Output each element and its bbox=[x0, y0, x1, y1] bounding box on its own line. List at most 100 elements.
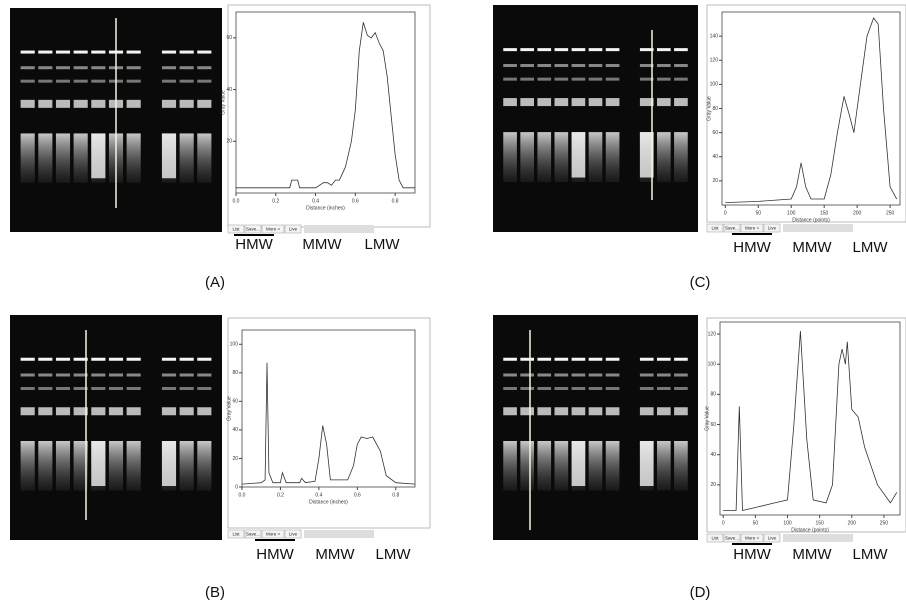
gel-band bbox=[674, 387, 688, 390]
gel-band bbox=[520, 357, 534, 361]
profile-line bbox=[723, 330, 898, 512]
gel-band bbox=[520, 373, 534, 377]
profile-line bbox=[241, 362, 416, 485]
gel-smear bbox=[91, 441, 106, 486]
gel-band bbox=[674, 77, 688, 81]
toolbar-button bbox=[227, 529, 245, 539]
gel-band bbox=[503, 77, 517, 81]
toolbar-label: Live bbox=[289, 532, 298, 537]
gel-band bbox=[91, 66, 106, 70]
gel-smear bbox=[657, 132, 671, 183]
gel-band bbox=[503, 387, 517, 390]
gel-band bbox=[588, 77, 603, 81]
gel-band bbox=[161, 373, 177, 377]
gel-band bbox=[197, 50, 212, 54]
toolbar-label: List bbox=[232, 227, 240, 232]
gel-band bbox=[571, 64, 586, 68]
toolbar-label: List bbox=[711, 536, 719, 541]
x-tick-label: 150 bbox=[815, 520, 824, 526]
gel-band bbox=[605, 357, 620, 361]
gel-smear bbox=[503, 132, 517, 183]
toolbar-label: Save... bbox=[246, 227, 260, 232]
x-tick-label: 0 bbox=[724, 210, 727, 216]
gel-band bbox=[571, 48, 586, 52]
gel-band bbox=[588, 48, 603, 52]
y-tick-label: 80 bbox=[232, 370, 238, 376]
gel-smear bbox=[126, 441, 141, 491]
gel-band bbox=[520, 98, 534, 107]
region-label: LMW bbox=[365, 236, 401, 253]
gel-band bbox=[108, 357, 124, 361]
gel-band bbox=[91, 99, 106, 108]
gel-band bbox=[197, 66, 212, 70]
gel-band bbox=[161, 66, 177, 70]
gel-smear bbox=[554, 441, 569, 491]
gel-smear bbox=[537, 132, 552, 183]
x-tick-label: 0.8 bbox=[392, 198, 399, 204]
gel-band bbox=[55, 50, 71, 54]
gel-band bbox=[73, 79, 88, 83]
gel-band bbox=[537, 357, 552, 361]
gel-band bbox=[605, 407, 620, 416]
region-label: HMW bbox=[733, 239, 771, 256]
x-tick-label: 0.2 bbox=[277, 492, 284, 498]
gel-band bbox=[73, 357, 88, 361]
x-tick-label: 0.6 bbox=[352, 198, 359, 204]
toolbar-button bbox=[227, 224, 245, 234]
toolbar-button bbox=[706, 223, 724, 233]
gel-smear bbox=[20, 441, 35, 491]
region-label: MMW bbox=[792, 546, 832, 563]
gel-smear bbox=[554, 132, 569, 183]
toolbar-label: Save... bbox=[725, 226, 739, 231]
toolbar-label: More » bbox=[266, 532, 281, 537]
gel-smear bbox=[179, 133, 194, 183]
gel-band bbox=[20, 357, 35, 361]
x-tick-label: 0 bbox=[722, 520, 725, 526]
gel-band bbox=[38, 387, 53, 390]
y-tick-label: 40 bbox=[710, 452, 716, 458]
gel-smear bbox=[657, 441, 671, 491]
gel-smear bbox=[197, 441, 212, 491]
gel-smear bbox=[91, 133, 106, 179]
gel-smear bbox=[108, 441, 124, 491]
y-axis-label: Gray Value bbox=[220, 90, 226, 115]
toolbar-button bbox=[284, 224, 302, 234]
gel-band bbox=[55, 66, 71, 70]
y-tick-label: 20 bbox=[712, 178, 718, 184]
region-label: LMW bbox=[853, 546, 889, 563]
gel-band bbox=[605, 387, 620, 390]
y-tick-label: 120 bbox=[710, 58, 719, 64]
gel-band bbox=[520, 64, 534, 68]
gel-band bbox=[639, 373, 654, 377]
gel-band bbox=[537, 387, 552, 390]
y-tick-label: 100 bbox=[230, 342, 239, 348]
y-tick-label: 40 bbox=[232, 427, 238, 433]
gel-smear bbox=[38, 441, 53, 491]
gel-band bbox=[657, 387, 671, 390]
gel-smear bbox=[38, 133, 53, 183]
profile-line bbox=[725, 17, 898, 203]
gel-smear bbox=[55, 133, 71, 183]
y-tick-label: 0 bbox=[235, 484, 238, 490]
gel-smear bbox=[588, 441, 603, 491]
y-tick-label: 40 bbox=[712, 154, 718, 160]
gel-smear bbox=[674, 132, 688, 183]
gel-smear bbox=[73, 133, 88, 183]
gel-smear bbox=[520, 441, 534, 491]
gel-band bbox=[20, 387, 35, 390]
gel-band bbox=[674, 48, 688, 52]
gel-band bbox=[179, 66, 194, 70]
panel-label: (D) bbox=[690, 584, 711, 601]
gel-band bbox=[91, 387, 106, 390]
gel-band bbox=[20, 66, 35, 70]
gel-smear bbox=[126, 133, 141, 183]
gel-band bbox=[38, 407, 53, 416]
gel-band bbox=[126, 373, 141, 377]
y-tick-label: 80 bbox=[712, 106, 718, 112]
region-label: MMW bbox=[315, 546, 355, 563]
y-tick-label: 60 bbox=[226, 35, 232, 41]
gel-band bbox=[161, 79, 177, 83]
gel-band bbox=[197, 387, 212, 390]
toolbar-bar bbox=[783, 224, 853, 232]
gel-band bbox=[161, 407, 177, 416]
